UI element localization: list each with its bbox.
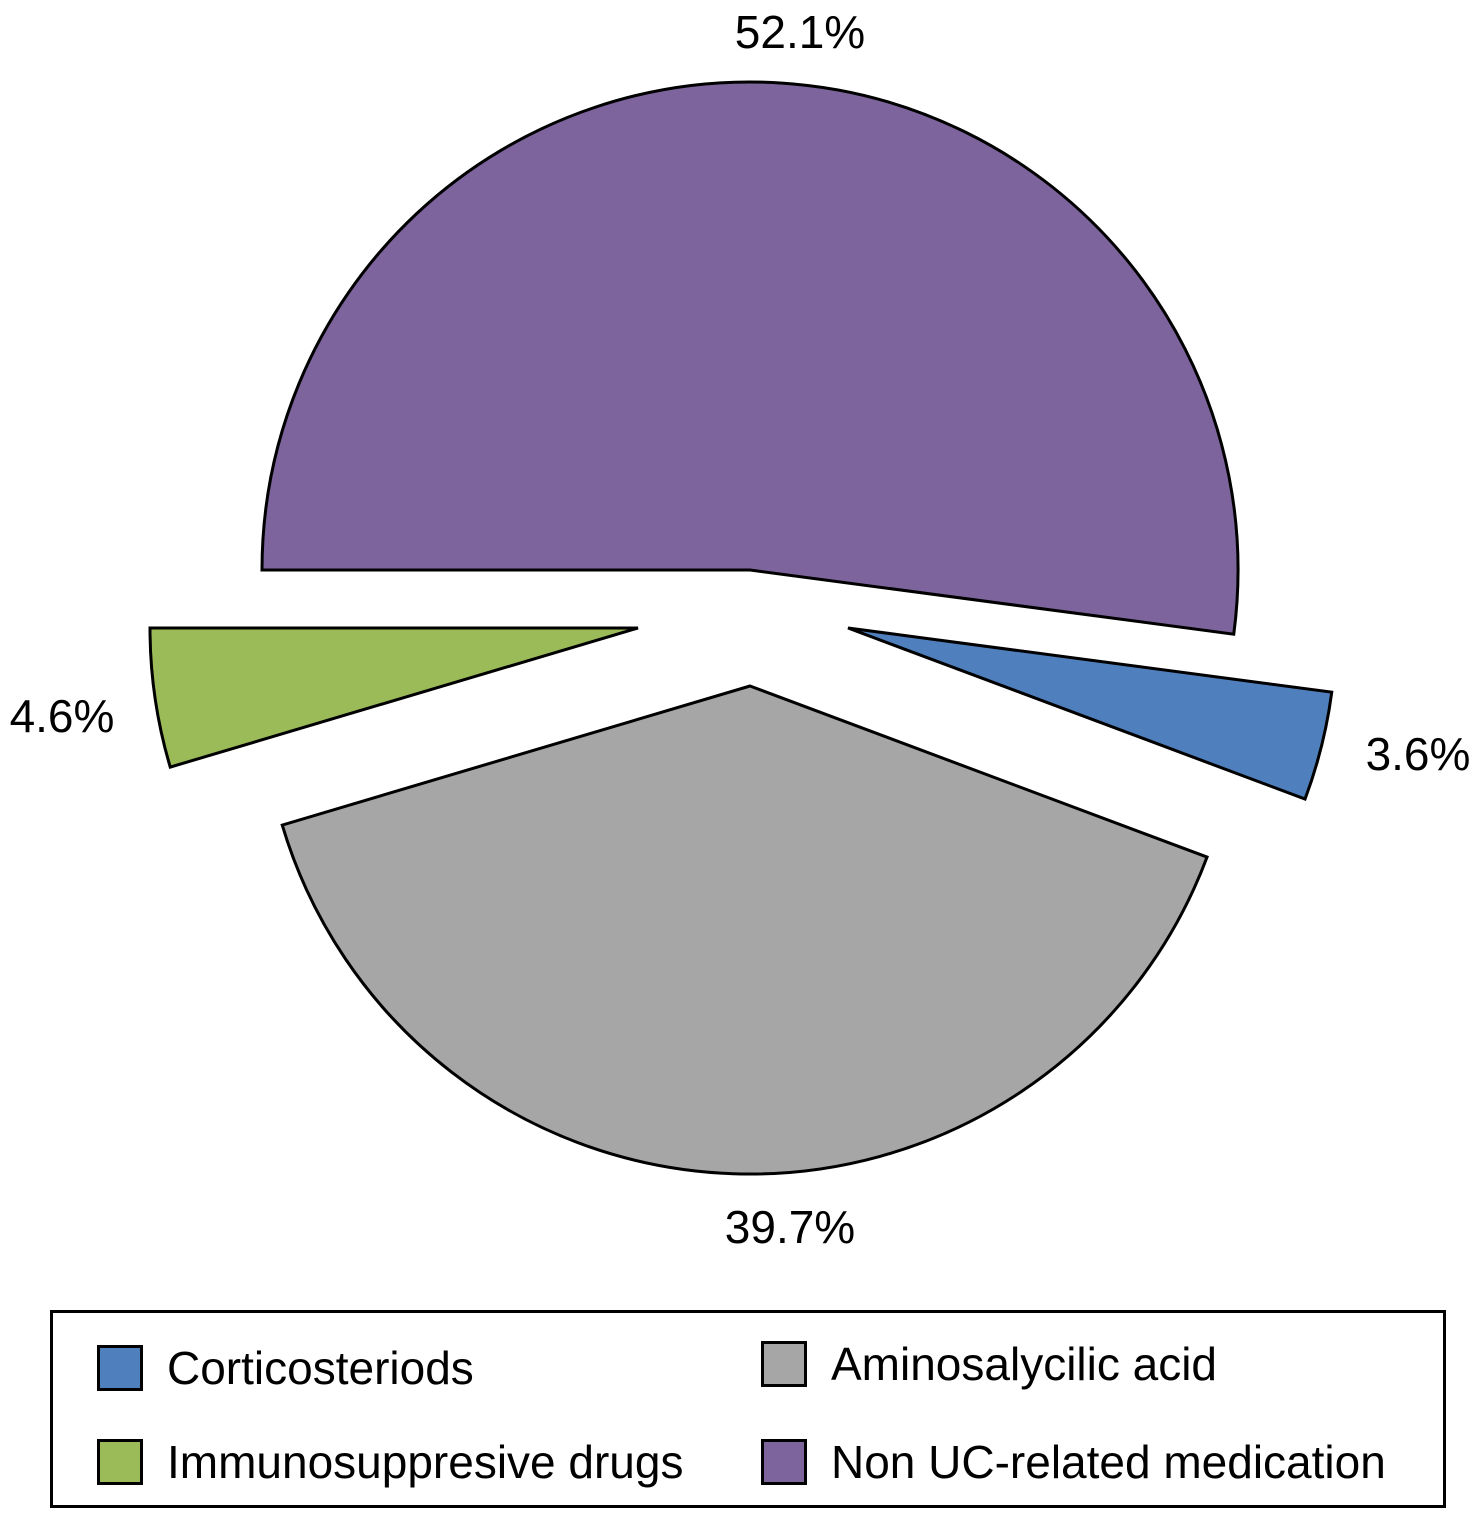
legend-swatch-non-uc-related-medication — [761, 1439, 807, 1485]
slice-value-label-non-uc-related-medication: 52.1% — [735, 6, 865, 58]
legend-item-aminosalycilic-acid: Aminosalycilic acid — [761, 1337, 1217, 1391]
pie-slice-immunosuppresive-drugs — [148, 626, 639, 769]
legend-swatch-aminosalycilic-acid — [761, 1341, 807, 1387]
legend-item-corticosteriods: Corticosteriods — [97, 1341, 474, 1395]
legend-item-non-uc-related-medication: Non UC-related medication — [761, 1435, 1386, 1489]
pie-slice-corticosteriods — [847, 626, 1334, 801]
legend: Corticosteriods Aminosalycilic acid Immu… — [50, 1310, 1446, 1508]
slice-value-label-corticosteriods: 3.6% — [1366, 728, 1471, 780]
slice-value-label-immunosuppresive-drugs: 4.6% — [10, 690, 115, 742]
pie-slice-aminosalycilic-acid — [280, 684, 1209, 1176]
legend-swatch-immunosuppresive-drugs — [97, 1439, 143, 1485]
legend-swatch-corticosteriods — [97, 1345, 143, 1391]
slice-value-label-aminosalycilic-acid: 39.7% — [725, 1201, 855, 1253]
legend-label-corticosteriods: Corticosteriods — [167, 1342, 474, 1394]
legend-item-immunosuppresive-drugs: Immunosuppresive drugs — [97, 1435, 683, 1489]
legend-label-immunosuppresive-drugs: Immunosuppresive drugs — [167, 1436, 684, 1488]
legend-label-aminosalycilic-acid: Aminosalycilic acid — [831, 1338, 1218, 1390]
pie-chart: 52.1% 3.6% 39.7% 4.6% — [10, 6, 1471, 1253]
legend-label-non-uc-related-medication: Non UC-related medication — [831, 1436, 1386, 1488]
pie-slice-non-uc-related-medication — [260, 80, 1240, 636]
